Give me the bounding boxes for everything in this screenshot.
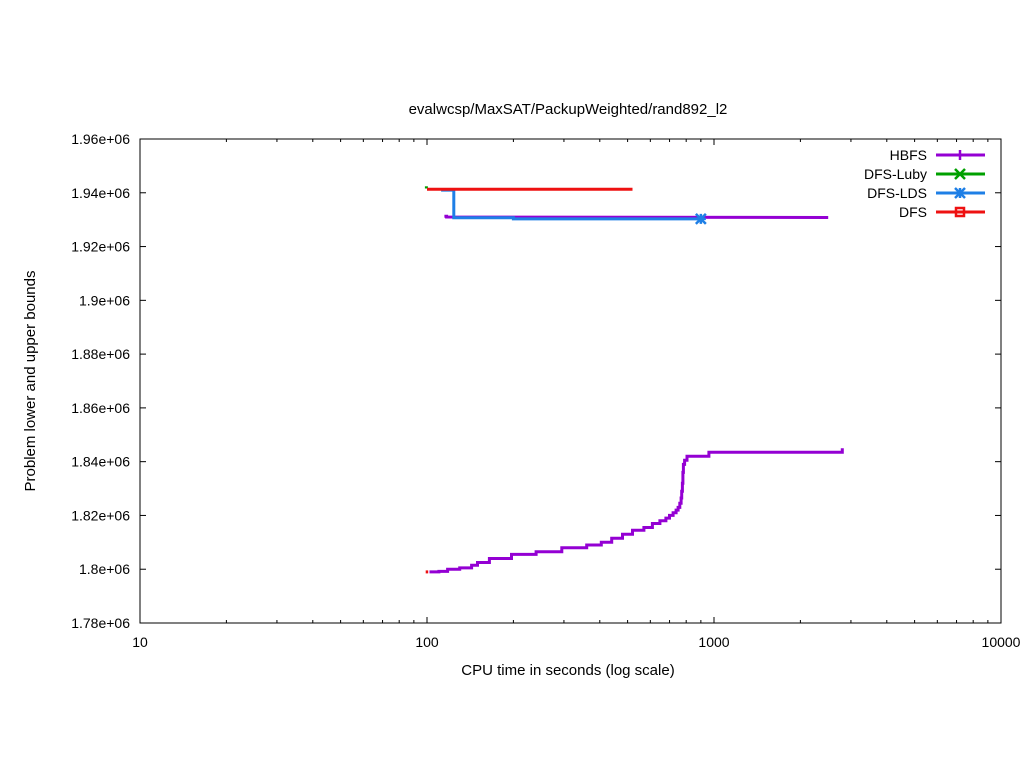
legend-marker-part	[954, 168, 966, 180]
y-tick-label: 1.94e+06	[71, 185, 130, 201]
y-tick-label: 1.84e+06	[71, 454, 130, 470]
legend: HBFS DFS-Luby DFS-LDS DFS	[864, 147, 985, 220]
chart-title: evalwcsp/MaxSAT/PackupWeighted/rand892_l…	[409, 101, 728, 118]
series-dfs	[425, 187, 633, 574]
y-tick-label: 1.78e+06	[71, 615, 130, 631]
y-axis: 1.78e+06 1.8e+06 1.82e+06 1.84e+06 1.86e+06 1…	[71, 131, 1001, 631]
series-line-hbfs-lower	[429, 448, 844, 574]
legend-label: DFS-Luby	[864, 166, 927, 182]
legend-label: DFS	[899, 204, 927, 220]
y-tick-label: 1.86e+06	[71, 400, 130, 416]
x-tick-label: 1000	[698, 634, 729, 650]
y-axis-title: Problem lower and upper bounds	[22, 271, 39, 492]
series-point-dfs-lds-part	[694, 212, 707, 225]
legend-item-dfs-lds: DFS-LDS	[867, 185, 985, 201]
legend-marker	[954, 187, 966, 199]
series-line-hbfs-upper	[444, 214, 829, 219]
legend-item-hbfs: HBFS	[890, 147, 985, 163]
legend-label: HBFS	[890, 147, 927, 163]
y-tick-label: 1.88e+06	[71, 346, 130, 362]
legend-item-dfs-luby: DFS-Luby	[864, 166, 985, 182]
plot-area-border	[139, 138, 1002, 624]
legend-label: DFS-LDS	[867, 185, 927, 201]
y-tick-label: 1.9e+06	[79, 292, 130, 308]
y-tick-label: 1.96e+06	[71, 131, 130, 147]
y-tick-label: 1.92e+06	[71, 239, 130, 255]
legend-marker	[955, 150, 965, 160]
legend-marker	[954, 206, 966, 218]
y-tick-label: 1.82e+06	[71, 507, 130, 523]
legend-item-dfs: DFS	[899, 204, 985, 220]
legend-marker-part	[954, 206, 966, 218]
x-tick-label: 100	[415, 634, 439, 650]
y-tick-label: 1.8e+06	[79, 561, 130, 577]
plot-series	[424, 186, 844, 574]
x-axis-title: CPU time in seconds (log scale)	[461, 662, 674, 679]
legend-marker	[954, 168, 966, 180]
series-hbfs	[429, 214, 844, 574]
x-axis: 10 100 1000 10000	[132, 139, 1021, 650]
series-point-dfs-lds	[694, 212, 707, 225]
x-tick-label: 10000	[982, 634, 1021, 650]
legend-marker-part	[954, 187, 966, 199]
x-tick-label: 10	[132, 634, 148, 650]
